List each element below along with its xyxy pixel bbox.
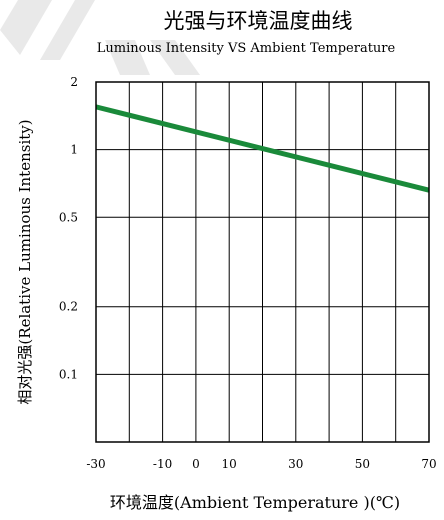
series-line — [95, 104, 430, 193]
x-tick-label: -10 — [153, 457, 172, 471]
x-axis-label: 环境温度(Ambient Temperature )(℃) — [110, 493, 400, 512]
watermark-stroke-3 — [105, 40, 150, 75]
watermark-stroke-1 — [0, 0, 52, 55]
x-tick-label: 0 — [192, 457, 200, 471]
y-tick-labels: 2 1 0.5 0.2 0.1 — [59, 75, 78, 381]
plot-frame — [95, 81, 430, 443]
y-tick-label: 2 — [70, 75, 78, 89]
watermark-stroke-4 — [150, 40, 200, 75]
x-tick-label: 10 — [222, 457, 237, 471]
x-tick-label: 50 — [355, 457, 370, 471]
grid — [96, 81, 429, 442]
x-tick-label: 70 — [421, 457, 436, 471]
x-tick-label: -30 — [86, 457, 105, 471]
chart-subtitle: Luminous Intensity VS Ambient Temperatur… — [97, 41, 396, 56]
y-tick-label: 0.5 — [59, 210, 78, 224]
x-tick-label: 30 — [288, 457, 303, 471]
y-tick-label: 0.1 — [59, 367, 78, 381]
x-tick-labels: -30 -10 0 10 30 50 70 — [86, 457, 436, 471]
watermark — [0, 0, 200, 75]
watermark-stroke-2 — [40, 0, 95, 60]
y-tick-label: 1 — [70, 143, 78, 157]
y-axis-label: 相对光强(Relative Luminous Intensity) — [16, 119, 34, 404]
plot-area — [95, 104, 430, 193]
y-tick-label: 0.2 — [59, 300, 78, 314]
chart-title: 光强与环境温度曲线 — [164, 9, 353, 33]
